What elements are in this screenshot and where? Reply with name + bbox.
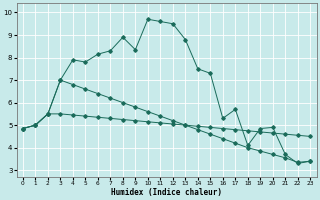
X-axis label: Humidex (Indice chaleur): Humidex (Indice chaleur): [111, 188, 222, 197]
